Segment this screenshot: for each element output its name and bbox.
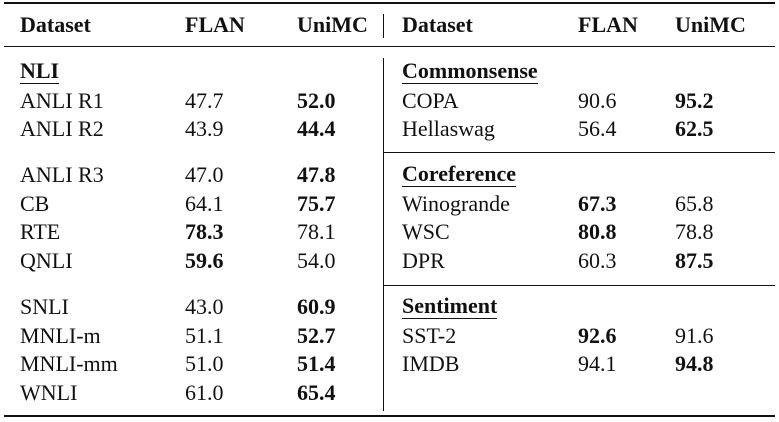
group-rule [383,152,775,153]
header-cell: Dataset [20,12,91,37]
score: 75.7 [297,190,336,216]
dataset-name: ANLI R2 [20,116,104,141]
score: 47.0 [185,162,224,187]
dataset-name: SNLI [20,294,69,319]
score: 95.2 [675,87,714,113]
score: 51.1 [185,322,224,348]
dataset-name: COPA [402,87,459,113]
score: 43.9 [185,116,224,141]
score: 51.4 [297,351,336,376]
column-separator [383,58,384,411]
dataset-name: WSC [402,219,450,244]
score: 80.8 [578,219,617,244]
score: 94.8 [675,351,714,376]
score: 65.4 [297,379,336,405]
dataset-name: Hellaswag [402,116,495,141]
score: 78.1 [297,219,336,244]
dataset-name: ANLI R3 [20,162,104,187]
dataset-name: QNLI [20,247,73,273]
group-title: Commonsense [402,58,538,84]
group-title: NLI [20,58,60,84]
score: 61.0 [185,379,224,405]
dataset-name: MNLI-mm [20,351,118,376]
header-cell: UniMC [297,12,368,37]
score: 62.5 [675,116,714,141]
score: 60.3 [578,247,617,273]
dataset-name: SST-2 [402,322,457,348]
header-cell: UniMC [675,12,746,37]
score: 60.9 [297,294,336,319]
score: 52.0 [297,87,336,113]
dataset-name: ANLI R1 [20,87,104,113]
score: 44.4 [297,116,336,141]
score: 91.6 [675,322,714,348]
score: 92.6 [578,322,617,348]
top-rule [4,2,775,4]
group-title: Sentiment [402,293,498,319]
header-rule [4,46,775,47]
score: 59.6 [185,247,224,273]
dataset-name: IMDB [402,351,460,376]
group-title: Coreference [402,161,517,187]
score: 65.8 [675,190,714,216]
score: 47.7 [185,87,224,113]
score: 51.0 [185,351,224,376]
dataset-name: RTE [20,219,61,244]
score: 54.0 [297,247,336,273]
dataset-name: Winogrande [402,190,510,216]
dataset-name: DPR [402,247,445,273]
dataset-name: CB [20,190,50,216]
score: 67.3 [578,190,617,216]
score: 56.4 [578,116,617,141]
score: 78.8 [675,219,714,244]
score: 43.0 [185,294,224,319]
score: 94.1 [578,351,617,376]
score: 87.5 [675,247,714,273]
header-cell: FLAN [185,12,245,37]
header-cell: Dataset [402,12,473,37]
header-separator [383,14,384,38]
dataset-name: MNLI-m [20,322,101,348]
dataset-name: WNLI [20,379,78,405]
score: 47.8 [297,162,336,187]
score: 90.6 [578,87,617,113]
bottom-rule [4,415,775,417]
score: 52.7 [297,322,336,348]
score: 78.3 [185,219,224,244]
group-rule [383,285,775,286]
header-cell: FLAN [578,12,638,37]
score: 64.1 [185,190,224,216]
